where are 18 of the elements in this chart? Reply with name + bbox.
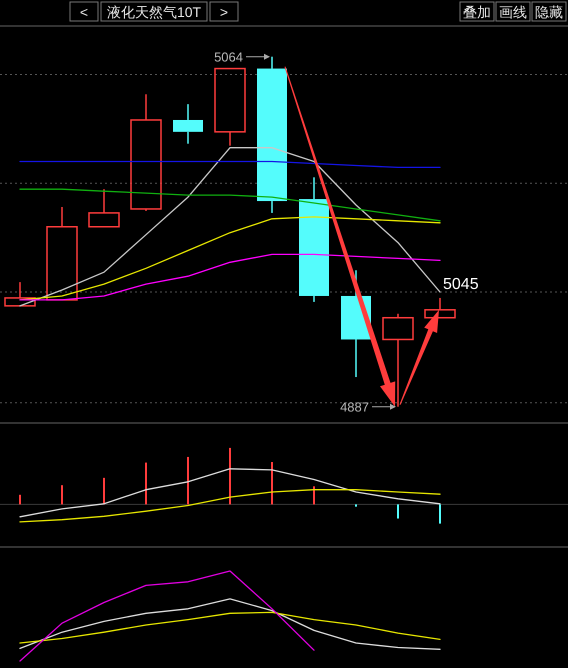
bar bbox=[145, 462, 147, 504]
bar bbox=[61, 485, 63, 504]
annotation: 4887 bbox=[340, 400, 369, 415]
bar bbox=[103, 478, 105, 504]
bar bbox=[439, 504, 441, 524]
bar bbox=[271, 462, 273, 504]
text: > bbox=[220, 4, 228, 20]
text: 叠加 bbox=[463, 4, 491, 20]
bar bbox=[19, 494, 21, 504]
text: < bbox=[80, 4, 88, 20]
chart-title: 液化天然气10T bbox=[106, 4, 202, 20]
annotation: 5064 bbox=[214, 50, 243, 65]
bar bbox=[397, 504, 399, 519]
text: 隐藏 bbox=[535, 4, 563, 20]
bar bbox=[229, 448, 231, 504]
annotation: 5045 bbox=[443, 276, 479, 294]
text: 画线 bbox=[499, 4, 527, 20]
bar bbox=[187, 456, 189, 504]
